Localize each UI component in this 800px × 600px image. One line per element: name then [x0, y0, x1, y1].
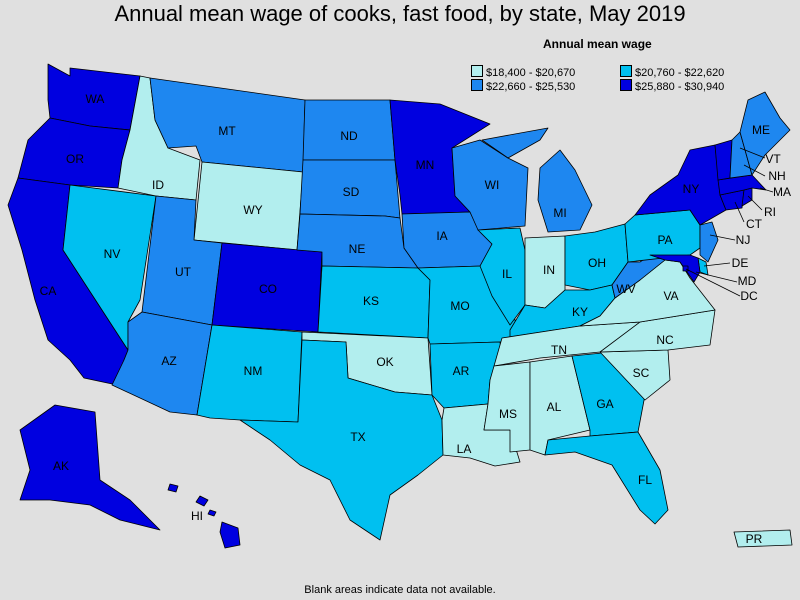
legend-label-2: $20,760 - $22,620	[635, 67, 725, 79]
legend-title: Annual mean wage	[543, 37, 652, 51]
state-label-md: MD	[738, 274, 757, 288]
legend-item-4: $25,880 - $30,940	[620, 79, 724, 93]
state-label-mt: MT	[218, 124, 236, 138]
state-label-mn: MN	[416, 158, 435, 172]
state-label-ia: IA	[436, 229, 447, 243]
state-label-id: ID	[152, 178, 164, 192]
state-nj[interactable]	[699, 221, 719, 263]
legend-swatch-3	[471, 79, 483, 91]
legend-item-2: $20,760 - $22,620	[620, 65, 724, 79]
state-label-de: DE	[732, 256, 749, 270]
footnote: Blank areas indicate data not available.	[304, 584, 496, 596]
state-hi[interactable]	[167, 483, 241, 549]
state-label-ca: CA	[40, 284, 57, 298]
state-label-al: AL	[547, 400, 562, 414]
map-title: Annual mean wage of cooks, fast food, by…	[114, 1, 686, 26]
state-label-ar: AR	[453, 364, 470, 378]
state-label-nv: NV	[104, 247, 121, 261]
legend-label-3: $22,660 - $25,530	[486, 81, 576, 93]
state-label-sd: SD	[343, 185, 360, 199]
state-label-mi: MI	[553, 206, 566, 220]
state-label-pa: PA	[657, 233, 672, 247]
legend-item-3: $22,660 - $25,530	[471, 79, 575, 93]
state-label-wy: WY	[243, 203, 262, 217]
state-label-sc: SC	[633, 366, 650, 380]
state-label-ks: KS	[363, 294, 379, 308]
state-label-mo: MO	[450, 299, 469, 313]
state-label-az: AZ	[161, 354, 176, 368]
state-label-pr: PR	[746, 532, 763, 546]
state-dc[interactable]	[682, 265, 689, 272]
state-label-ky: KY	[572, 305, 588, 319]
state-label-la: LA	[457, 442, 472, 456]
legend-swatch-4	[620, 79, 632, 91]
state-label-ne: NE	[349, 242, 366, 256]
state-il[interactable]	[477, 227, 526, 326]
state-label-nh: NH	[768, 169, 785, 183]
state-label-il: IL	[502, 267, 512, 281]
state-label-ms: MS	[499, 407, 517, 421]
legend-swatch-1	[471, 65, 483, 77]
state-mi[interactable]	[481, 127, 593, 233]
state-label-wv: WV	[616, 282, 635, 296]
state-label-wi: WI	[485, 178, 500, 192]
state-label-ma: MA	[773, 185, 791, 199]
state-label-nd: ND	[340, 129, 358, 143]
state-label-hi: HI	[191, 509, 203, 523]
state-label-fl: FL	[638, 473, 652, 487]
state-me[interactable]	[739, 91, 791, 176]
state-label-ak: AK	[53, 459, 69, 473]
state-label-vt: VT	[765, 152, 781, 166]
state-label-ct: CT	[746, 217, 763, 231]
state-label-nj: NJ	[736, 233, 751, 247]
state-md[interactable]	[649, 254, 701, 283]
state-label-nc: NC	[656, 333, 674, 347]
state-label-or: OR	[66, 152, 84, 166]
state-label-ri: RI	[764, 205, 776, 219]
state-label-dc: DC	[740, 289, 758, 303]
leader-lines	[685, 147, 774, 297]
state-vt[interactable]	[714, 139, 733, 181]
legend-label-1: $18,400 - $20,670	[486, 67, 576, 79]
state-fl[interactable]	[544, 431, 669, 525]
legend-label-4: $25,880 - $30,940	[635, 81, 725, 93]
state-wi[interactable]	[451, 139, 529, 231]
state-label-in: IN	[543, 263, 555, 277]
state-label-me: ME	[752, 123, 770, 137]
state-label-ut: UT	[175, 265, 192, 279]
legend-item-1: $18,400 - $20,670	[471, 65, 575, 79]
state-nc[interactable]	[599, 309, 716, 353]
state-labels: WA OR CA NV ID MT WY UT AZ CO NM ND SD N…	[40, 92, 791, 546]
state-label-oh: OH	[588, 256, 606, 270]
state-pr[interactable]	[733, 529, 793, 548]
legend-swatch-2	[620, 65, 632, 77]
state-tx[interactable]	[239, 339, 444, 541]
state-label-wa: WA	[86, 92, 105, 106]
state-label-ga: GA	[596, 397, 613, 411]
state-label-tn: TN	[551, 343, 567, 357]
state-label-ok: OK	[376, 355, 393, 369]
state-label-va: VA	[663, 289, 678, 303]
state-label-co: CO	[259, 282, 277, 296]
state-label-tx: TX	[350, 430, 365, 444]
state-ak[interactable]	[19, 404, 161, 531]
state-label-nm: NM	[244, 364, 263, 378]
state-label-ny: NY	[683, 182, 700, 196]
